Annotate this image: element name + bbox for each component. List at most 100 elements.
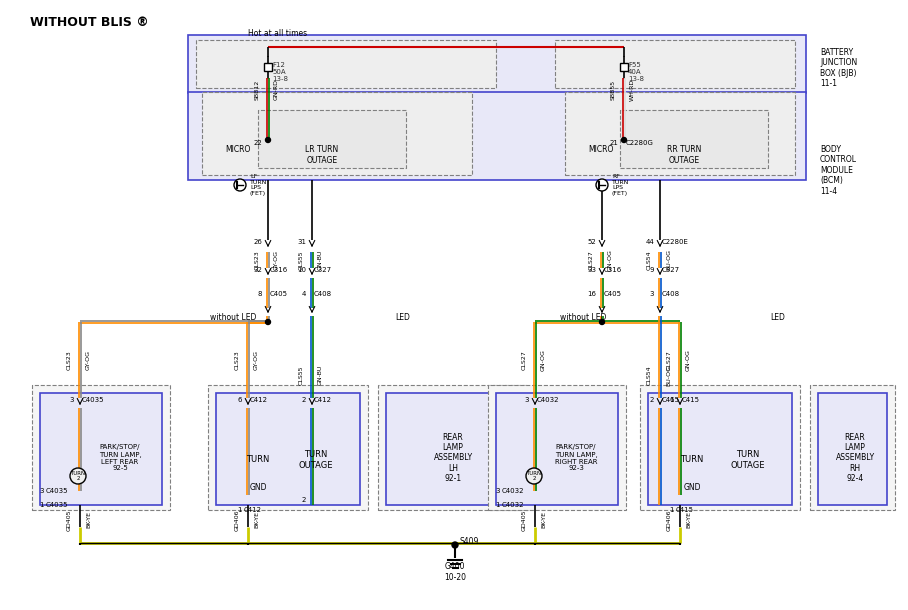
Bar: [208, 385, 368, 510]
Bar: [196, 40, 496, 88]
Text: C412: C412: [250, 397, 268, 403]
Text: SBB55: SBB55: [611, 80, 616, 100]
Text: TURN
2: TURN 2: [527, 470, 541, 481]
Bar: [496, 393, 618, 505]
Text: REAR
LAMP
ASSEMBLY
RH
92-4: REAR LAMP ASSEMBLY RH 92-4: [835, 432, 874, 483]
Text: CLS54: CLS54: [647, 250, 652, 270]
Text: F55
40A
13-8: F55 40A 13-8: [628, 62, 644, 82]
Text: C4035: C4035: [46, 502, 68, 508]
Text: RR TURN
OUTAGE: RR TURN OUTAGE: [666, 145, 701, 165]
Text: GN-BU: GN-BU: [318, 250, 323, 270]
Bar: [188, 35, 806, 93]
Bar: [378, 385, 528, 510]
Circle shape: [596, 179, 608, 191]
Bar: [620, 63, 628, 71]
Text: 1: 1: [669, 507, 674, 513]
Text: 10: 10: [297, 267, 306, 273]
Text: C415: C415: [682, 397, 700, 403]
Text: 9: 9: [649, 267, 654, 273]
Text: LR TURN
OUTAGE: LR TURN OUTAGE: [305, 145, 339, 165]
Circle shape: [599, 320, 605, 325]
Text: 1: 1: [40, 502, 44, 508]
Text: 26: 26: [253, 239, 262, 245]
Text: TURN: TURN: [246, 456, 270, 464]
Text: 3: 3: [649, 291, 654, 297]
Text: 6: 6: [669, 397, 674, 403]
Text: GN-OG: GN-OG: [686, 349, 691, 371]
Text: C412: C412: [314, 397, 332, 403]
Text: C316: C316: [604, 267, 622, 273]
Bar: [202, 92, 472, 175]
Text: BU-OG: BU-OG: [666, 249, 671, 270]
Text: C415: C415: [676, 507, 694, 513]
Text: without LED: without LED: [210, 314, 256, 323]
Text: GD405: GD405: [67, 509, 72, 531]
Text: LED: LED: [395, 314, 410, 323]
Text: C316: C316: [270, 267, 288, 273]
Bar: [810, 385, 895, 510]
Text: 2: 2: [301, 397, 306, 403]
Text: C4035: C4035: [82, 397, 104, 403]
Text: 3: 3: [496, 488, 500, 494]
Text: GY-OG: GY-OG: [86, 350, 91, 370]
Text: C408: C408: [662, 291, 680, 297]
Text: 21: 21: [609, 140, 618, 146]
Text: BATTERY
JUNCTION
BOX (BJB)
11-1: BATTERY JUNCTION BOX (BJB) 11-1: [820, 48, 857, 88]
Text: GN-BU: GN-BU: [318, 365, 323, 385]
Text: CLS27: CLS27: [522, 350, 527, 370]
Bar: [258, 110, 406, 168]
Text: C4035: C4035: [46, 488, 68, 494]
Bar: [264, 63, 272, 71]
Text: 52: 52: [587, 239, 596, 245]
Text: Hot at all times: Hot at all times: [248, 29, 307, 38]
Text: GD406: GD406: [235, 509, 240, 531]
Text: 3: 3: [525, 397, 529, 403]
Bar: [216, 393, 360, 505]
Circle shape: [234, 179, 246, 191]
Text: WH-RD: WH-RD: [630, 79, 635, 101]
Circle shape: [265, 137, 271, 143]
Text: 22: 22: [253, 140, 262, 146]
Text: CLS54: CLS54: [647, 365, 652, 385]
Text: 2: 2: [301, 497, 306, 503]
Text: BK-YE: BK-YE: [254, 512, 259, 528]
Text: PARK/STOP/
TURN LAMP,
RIGHT REAR
92-3: PARK/STOP/ TURN LAMP, RIGHT REAR 92-3: [555, 445, 597, 472]
Text: CLS23: CLS23: [235, 350, 240, 370]
Text: C405: C405: [604, 291, 622, 297]
Text: 16: 16: [587, 291, 596, 297]
Text: WITHOUT BLIS ®: WITHOUT BLIS ®: [30, 15, 149, 29]
Text: GN-OG: GN-OG: [541, 349, 546, 371]
Bar: [818, 393, 887, 505]
Text: C405: C405: [270, 291, 288, 297]
Text: 33: 33: [587, 267, 596, 273]
Text: C327: C327: [662, 267, 680, 273]
Text: 1: 1: [496, 502, 500, 508]
Bar: [40, 393, 162, 505]
Text: MICRO: MICRO: [588, 146, 614, 154]
Circle shape: [621, 137, 627, 143]
Text: BODY
CONTROL
MODULE
(BCM)
11-4: BODY CONTROL MODULE (BCM) 11-4: [820, 145, 857, 196]
Text: CLS55: CLS55: [299, 250, 304, 270]
Text: 32: 32: [253, 267, 262, 273]
Text: GN-RD: GN-RD: [274, 79, 279, 101]
Text: RF
TURN
LPS
(FET): RF TURN LPS (FET): [612, 174, 629, 196]
Text: TURN: TURN: [680, 456, 704, 464]
Text: GY-OG: GY-OG: [274, 250, 279, 270]
Text: 4: 4: [301, 291, 306, 297]
Text: CLS23: CLS23: [67, 350, 72, 370]
Bar: [555, 40, 795, 88]
Text: CLS27: CLS27: [667, 350, 672, 370]
Text: LF
TURN
LPS
(FET): LF TURN LPS (FET): [250, 174, 267, 196]
Circle shape: [265, 320, 271, 325]
Text: TURN
2: TURN 2: [71, 470, 85, 481]
Bar: [386, 393, 520, 505]
Text: C2280G: C2280G: [626, 140, 654, 146]
Bar: [648, 393, 792, 505]
Bar: [488, 385, 626, 510]
Text: BK-YE: BK-YE: [86, 512, 91, 528]
Text: without LED: without LED: [560, 314, 607, 323]
Circle shape: [526, 468, 542, 484]
Text: CLS27: CLS27: [589, 250, 594, 270]
Bar: [188, 92, 806, 180]
Text: 3: 3: [40, 488, 44, 494]
